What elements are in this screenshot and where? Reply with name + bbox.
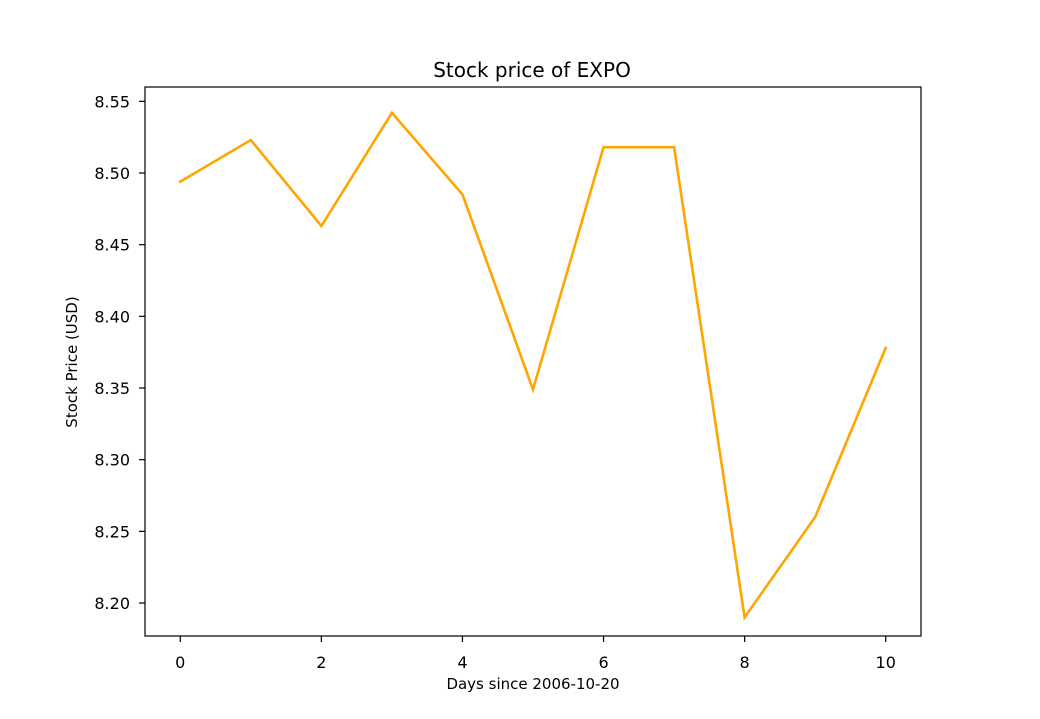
series-line	[178, 110, 888, 621]
plot-area	[144, 86, 922, 637]
y-tick-label: 8.35	[94, 379, 130, 398]
y-axis-label: Stock Price (USD)	[63, 296, 81, 427]
y-tick-label: 8.55	[94, 92, 130, 111]
x-tick-label: 6	[598, 653, 608, 672]
x-axis: 0 2 4 6 8 10	[175, 636, 896, 672]
x-axis-label: Days since 2006-10-20	[446, 675, 619, 693]
y-tick-label: 8.45	[94, 236, 130, 255]
x-tick-label: 4	[457, 653, 467, 672]
chart-title: Stock price of EXPO	[433, 58, 631, 82]
x-tick-label: 8	[740, 653, 750, 672]
y-tick-label: 8.30	[94, 451, 130, 470]
y-tick-label: 8.40	[94, 307, 130, 326]
y-tick-label: 8.50	[94, 164, 130, 183]
y-tick-label: 8.25	[94, 522, 130, 541]
x-tick-label: 0	[175, 653, 185, 672]
x-tick-label: 2	[316, 653, 326, 672]
y-axis: 8.20 8.25 8.30 8.35 8.40 8.45 8.50 8.55	[94, 92, 145, 613]
x-tick-label: 10	[876, 653, 896, 672]
y-tick-label: 8.20	[94, 594, 130, 613]
series-layer	[178, 110, 888, 621]
